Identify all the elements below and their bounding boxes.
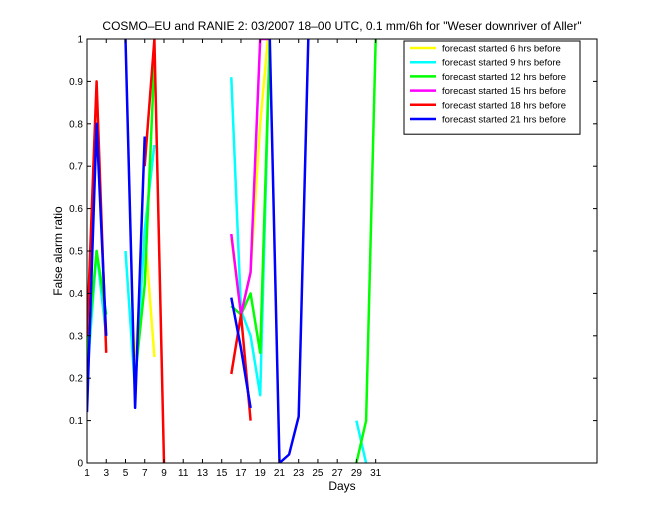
x-tick-label: 7 bbox=[142, 468, 148, 479]
series-line bbox=[230, 39, 270, 316]
legend-entry: forecast started 12 hrs before bbox=[442, 72, 566, 83]
legend: forecast started 6 hrs before forecast st… bbox=[403, 40, 581, 135]
series-line bbox=[230, 39, 272, 355]
series-line bbox=[143, 39, 166, 463]
y-tick-label: 0.5 bbox=[69, 247, 83, 258]
series-4 bbox=[230, 39, 270, 316]
x-tick-label: 23 bbox=[293, 468, 305, 479]
series-6 bbox=[87, 39, 310, 463]
legend-entry: forecast started 15 hrs before bbox=[442, 86, 566, 97]
x-axis-label: Days bbox=[328, 479, 355, 493]
y-tick-label: 0 bbox=[77, 459, 83, 470]
y-axis-label: False alarm ratio bbox=[51, 206, 65, 296]
series-line bbox=[87, 122, 108, 413]
x-tick-label: 1 bbox=[84, 468, 90, 479]
legend-entry: forecast started 9 hrs before bbox=[442, 58, 561, 69]
x-tick-label: 5 bbox=[123, 468, 129, 479]
x-tick-label: 17 bbox=[235, 468, 247, 479]
y-tick-label: 0.1 bbox=[69, 416, 83, 427]
series-line bbox=[355, 39, 377, 463]
x-tick-label: 9 bbox=[161, 468, 167, 479]
chart-title: COSMO–EU and RANIE 2: 03/2007 18–00 UTC,… bbox=[102, 19, 581, 33]
x-axis: 1 3 5 7 9 11 13 15 17 19 21 23 25 27 29 31 bbox=[84, 39, 382, 479]
y-tick-label: 0.3 bbox=[69, 331, 83, 342]
x-tick-label: 21 bbox=[274, 468, 286, 479]
y-tick-label: 0.9 bbox=[69, 77, 83, 88]
y-axis: 0 0.1 0.2 0.3 0.4 0.5 0.6 0.7 0.8 0.9 1 bbox=[69, 35, 597, 470]
x-tick-label: 25 bbox=[312, 468, 324, 479]
x-tick-label: 19 bbox=[255, 468, 267, 479]
x-tick-label: 31 bbox=[370, 468, 382, 479]
x-tick-label: 3 bbox=[103, 468, 109, 479]
legend-entry: forecast started 21 hrs before bbox=[442, 115, 566, 126]
x-tick-label: 11 bbox=[178, 468, 189, 479]
y-tick-label: 0.7 bbox=[69, 162, 83, 173]
x-tick-label: 29 bbox=[351, 468, 363, 479]
y-tick-label: 0.8 bbox=[69, 119, 83, 130]
x-tick-label: 15 bbox=[216, 468, 228, 479]
y-tick-label: 0.6 bbox=[69, 204, 83, 215]
series-line bbox=[268, 39, 310, 463]
legend-entry: forecast started 6 hrs before bbox=[442, 44, 561, 55]
series-line bbox=[230, 297, 252, 409]
legend-entry: forecast started 18 hrs before bbox=[442, 100, 566, 111]
x-tick-label: 27 bbox=[332, 468, 344, 479]
x-tick-label: 13 bbox=[197, 468, 209, 479]
series-line bbox=[124, 39, 146, 410]
y-tick-label: 0.4 bbox=[69, 289, 83, 300]
y-tick-label: 1 bbox=[77, 35, 83, 46]
y-tick-label: 0.2 bbox=[69, 374, 83, 385]
